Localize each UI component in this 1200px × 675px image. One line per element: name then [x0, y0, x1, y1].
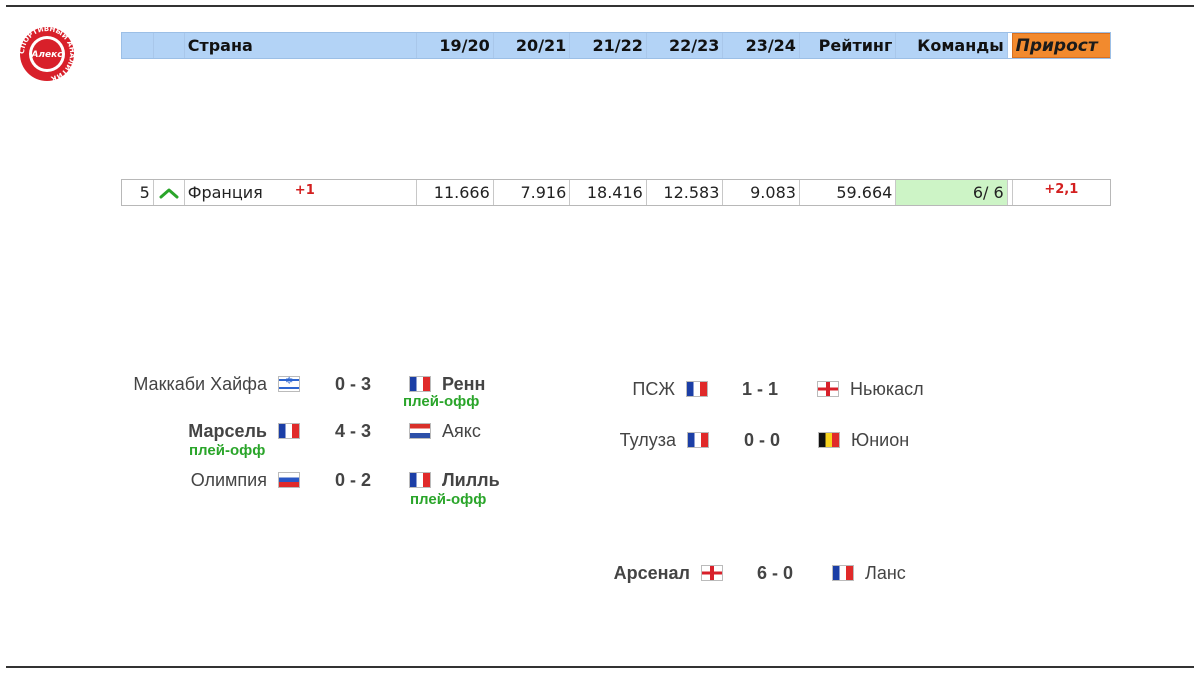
- row-country-name: Франция: [187, 183, 263, 202]
- header-rating: Рейтинг: [800, 33, 897, 58]
- team-name: ПСЖ: [632, 379, 675, 399]
- match-right-1: ПСЖ 1 - 1 Ньюкасл: [0, 379, 1200, 405]
- match-score: 0 - 2: [335, 470, 372, 490]
- team-name: Маккаби Хайфа: [133, 374, 267, 394]
- slovenia-flag-icon: [278, 472, 300, 488]
- playoff-label: плей-офф: [410, 491, 487, 508]
- header-season-2: 20/21: [494, 33, 571, 58]
- row-season-3: 18.416: [570, 180, 647, 205]
- match-right-3: Арсенал 6 - 0 Ланс: [0, 563, 1200, 589]
- match-home: Олимпия: [191, 470, 300, 491]
- israel-flag-icon: [278, 376, 300, 392]
- england-flag-icon: [817, 381, 839, 397]
- top-divider: [6, 5, 1194, 7]
- row-teams: 6/ 6: [896, 180, 1008, 205]
- row-country: Франция +1: [185, 180, 418, 205]
- match-left-2: Марсель 4 - 3 Аякс плей-офф: [0, 421, 600, 461]
- match-score: 6 - 0: [757, 563, 794, 583]
- match-away: Аякс: [409, 421, 481, 442]
- row-gap: [1007, 180, 1012, 205]
- header-rank: [122, 33, 154, 58]
- header-season-5: 23/24: [723, 33, 800, 58]
- bottom-divider: [6, 666, 1194, 668]
- match-away: Юнион: [818, 430, 909, 451]
- logo: СПОРТИВНЫЙ АНАЛИТИК Алекс: [15, 25, 79, 83]
- england-flag-icon: [701, 565, 723, 581]
- match-home: Арсенал: [614, 563, 723, 584]
- row-rank: 5: [122, 180, 154, 205]
- team-name: Марсель: [188, 421, 267, 441]
- france-flag-icon: [832, 565, 854, 581]
- match-home: Маккаби Хайфа: [133, 374, 300, 395]
- header-gap: [1007, 33, 1012, 58]
- match-score: 1 - 1: [742, 379, 779, 399]
- logo-center-text: Алекс: [30, 50, 63, 60]
- row-season-4: 12.583: [647, 180, 724, 205]
- france-flag-icon: [687, 432, 709, 448]
- match-left-3: Олимпия 0 - 2 Лилль плей-офф: [0, 470, 600, 510]
- match-away: Ньюкасл: [817, 379, 924, 400]
- ranking-table-header: Страна 19/20 20/21 21/22 22/23 23/24 Рей…: [121, 32, 1111, 59]
- team-name: Ланс: [865, 563, 906, 583]
- header-country: Страна: [185, 33, 418, 58]
- team-name: Олимпия: [190, 470, 267, 490]
- header-teams: Команды: [896, 33, 1008, 58]
- match-home: Марсель: [188, 421, 300, 442]
- row-season-2: 7.916: [494, 180, 571, 205]
- header-season-1: 19/20: [417, 33, 494, 58]
- row-growth: +2,1: [1011, 180, 1110, 205]
- match-score: 4 - 3: [335, 421, 372, 441]
- team-name: Юнион: [851, 430, 910, 450]
- match-score: 0 - 0: [744, 430, 781, 450]
- match-score: 0 - 3: [335, 374, 372, 394]
- france-flag-icon: [409, 376, 431, 392]
- france-flag-icon: [409, 472, 431, 488]
- row-season-1: 11.666: [417, 180, 494, 205]
- logo-emblem-icon: СПОРТИВНЫЙ АНАЛИТИК Алекс: [18, 25, 76, 83]
- match-home: Тулуза: [620, 430, 709, 451]
- team-name: Ньюкасл: [850, 379, 924, 399]
- header-season-4: 22/23: [647, 33, 724, 58]
- team-name: Ренн: [442, 374, 486, 394]
- row-trend: [154, 180, 185, 205]
- team-name: Тулуза: [619, 430, 676, 450]
- header-trend: [154, 33, 185, 58]
- team-name: Аякс: [442, 421, 481, 441]
- ranking-table-row: 5 Франция +1 11.666 7.916 18.416 12.583 …: [121, 179, 1111, 206]
- row-season-5: 9.083: [723, 180, 800, 205]
- team-name: Лилль: [442, 470, 500, 490]
- playoff-label: плей-офф: [189, 442, 266, 459]
- france-flag-icon: [278, 423, 300, 439]
- netherlands-flag-icon: [409, 423, 431, 439]
- row-rating: 59.664: [800, 180, 897, 205]
- team-name: Арсенал: [613, 563, 690, 583]
- playoff-label: плей-офф: [403, 393, 480, 410]
- match-away: Ланс: [832, 563, 906, 584]
- france-flag-icon: [686, 381, 708, 397]
- header-growth: Прирост: [1011, 33, 1111, 58]
- match-home: ПСЖ: [632, 379, 708, 400]
- match-away: Ренн: [409, 374, 485, 395]
- belgium-flag-icon: [818, 432, 840, 448]
- match-right-2: Тулуза 0 - 0 Юнион: [0, 430, 1200, 456]
- row-rank-change: +1: [294, 183, 315, 198]
- match-away: Лилль: [409, 470, 500, 491]
- chevron-up-icon: [159, 188, 179, 198]
- match-left-1: Маккаби Хайфа 0 - 3 Ренн плей-офф: [0, 374, 600, 414]
- header-season-3: 21/22: [570, 33, 647, 58]
